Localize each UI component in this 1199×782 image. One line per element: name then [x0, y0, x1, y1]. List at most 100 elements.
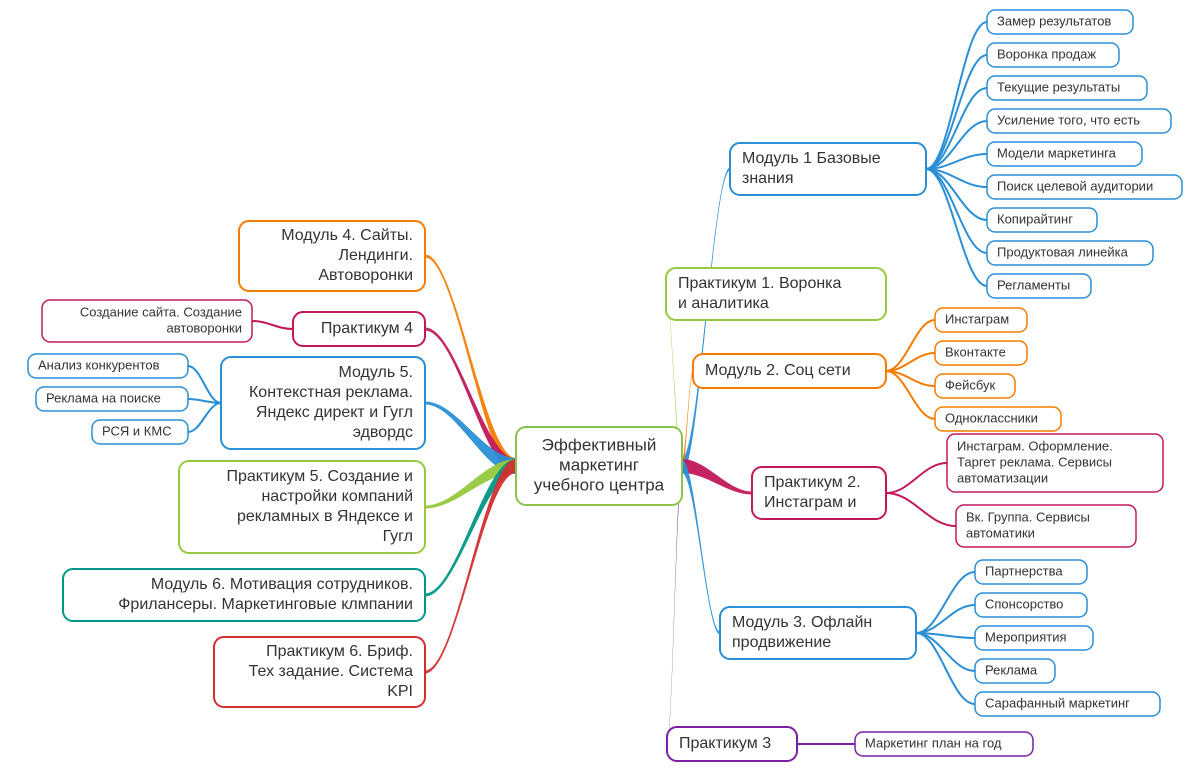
leaf-label: Воронка продаж — [997, 46, 1096, 61]
leaf-label: Анализ конкурентов — [38, 357, 160, 372]
leaf-node-m5-2[interactable]: РСЯ и КМС — [92, 420, 188, 444]
leaf-label: Инстаграм — [945, 311, 1009, 326]
branch-node-p4[interactable]: Практикум 4 — [293, 312, 425, 346]
edge-p2-leaf-1 — [886, 493, 956, 526]
leaf-label: Одноклассники — [945, 410, 1038, 425]
leaf-label: автоворонки — [167, 320, 242, 335]
center-label: маркетинг — [559, 455, 639, 474]
leaf-label: РСЯ и КМС — [102, 423, 172, 438]
branch-node-m3[interactable]: Модуль 3. Офлайн продвижение — [720, 607, 916, 659]
edge-m4 — [425, 255, 516, 475]
leaf-node-m1-1[interactable]: Воронка продаж — [987, 43, 1119, 67]
branch-node-p2[interactable]: Практикум 2. Инстаграм и — [752, 467, 886, 519]
leaf-label: Мероприятия — [985, 629, 1067, 644]
branch-label: настройки компаний — [261, 488, 413, 505]
leaf-label: Замер результатов — [997, 13, 1111, 28]
branch-node-p6[interactable]: Практикум 6. Бриф.Тех задание. СистемаKP… — [214, 637, 425, 707]
edge-p6 — [425, 459, 516, 674]
leaf-node-p3-0[interactable]: Маркетинг план на год — [855, 732, 1033, 756]
branch-label: KPI — [387, 683, 413, 700]
branch-node-m4[interactable]: Модуль 4. Сайты. Лендинги. Автоворонки — [239, 221, 425, 291]
leaf-node-m1-4[interactable]: Модели маркетинга — [987, 142, 1142, 166]
branch-node-m6[interactable]: Модуль 6. Мотивация сотрудников.Фрилансе… — [63, 569, 425, 621]
branch-label: Практикум 4 — [321, 320, 413, 337]
leaf-node-m2-2[interactable]: Фейсбук — [935, 374, 1015, 398]
leaf-label: Партнерства — [985, 563, 1063, 578]
branch-label: продвижение — [732, 634, 831, 651]
edge-m1-leaf-7 — [926, 169, 987, 253]
edge-m3-leaf-0 — [916, 572, 975, 633]
leaf-label: Фейсбук — [945, 377, 996, 392]
leaf-node-m5-1[interactable]: Реклама на поиске — [36, 387, 188, 411]
branch-label: Модуль 1 Базовые — [742, 150, 881, 167]
leaf-node-m2-1[interactable]: Вконтакте — [935, 341, 1027, 365]
branch-node-m1[interactable]: Модуль 1 Базовыезнания — [730, 143, 926, 195]
edge-m5-leaf-2 — [188, 403, 221, 432]
edge-m3 — [682, 459, 720, 635]
branch-label: Тех задание. Система — [249, 663, 413, 680]
leaf-node-m1-5[interactable]: Поиск целевой аудитории — [987, 175, 1182, 199]
leaf-label: Вк. Группа. Сервисы — [966, 509, 1090, 524]
branch-label: и аналитика — [678, 295, 769, 312]
leaf-node-m3-1[interactable]: Спонсорство — [975, 593, 1087, 617]
leaf-label: Продуктовая линейка — [997, 244, 1129, 259]
leaf-label: Регламенты — [997, 277, 1070, 292]
leaf-node-m3-0[interactable]: Партнерства — [975, 560, 1087, 584]
branch-label: Практикум 2. — [764, 474, 861, 491]
leaf-label: Реклама — [985, 662, 1038, 677]
leaf-node-p2-0[interactable]: Инстаграм. Оформление.Таргет реклама. Се… — [947, 434, 1163, 492]
branch-label: Практикум 1. Воронка — [678, 275, 842, 292]
branch-label: Модуль 2. Соц сети — [705, 362, 851, 379]
branch-label: рекламных в Яндексе и — [237, 508, 413, 525]
branch-node-p3[interactable]: Практикум 3 — [667, 727, 797, 761]
edge-m5-leaf-0 — [188, 366, 221, 403]
leaf-label: автоматизации — [957, 470, 1048, 485]
leaf-node-m3-3[interactable]: Реклама — [975, 659, 1055, 683]
leaf-node-m1-8[interactable]: Регламенты — [987, 274, 1091, 298]
branch-label: Инстаграм и — [764, 494, 856, 511]
edge-p2-leaf-0 — [886, 463, 947, 493]
leaf-label: Маркетинг план на год — [865, 735, 1002, 750]
leaf-node-m1-6[interactable]: Копирайтинг — [987, 208, 1097, 232]
branch-label: Яндекс директ и Гугл — [256, 404, 413, 421]
branch-label: Модуль 3. Офлайн — [732, 614, 872, 631]
leaf-label: Реклама на поиске — [46, 390, 161, 405]
leaf-label: Инстаграм. Оформление. — [957, 438, 1113, 453]
branch-node-m2[interactable]: Модуль 2. Соц сети — [693, 354, 886, 388]
branch-label: Автоворонки — [318, 267, 413, 284]
branch-label: Гугл — [383, 528, 413, 545]
branch-label: Практикум 5. Создание и — [226, 468, 413, 485]
leaf-label: Таргет реклама. Сервисы — [957, 454, 1112, 469]
center-node[interactable]: Эффективныймаркетингучебного центра — [516, 427, 682, 505]
branch-node-p5[interactable]: Практикум 5. Создание и настройки компани… — [179, 461, 425, 553]
leaf-node-m3-2[interactable]: Мероприятия — [975, 626, 1093, 650]
leaf-node-m2-3[interactable]: Одноклассники — [935, 407, 1061, 431]
leaf-label: Поиск целевой аудитории — [997, 178, 1153, 193]
branch-label: Модуль 4. Сайты. — [281, 227, 413, 244]
leaf-node-m2-0[interactable]: Инстаграм — [935, 308, 1027, 332]
leaf-label: Усиление того, что есть — [997, 112, 1140, 127]
center-label: учебного центра — [534, 475, 665, 494]
branch-node-p1[interactable]: Практикум 1. Воронка и аналитика — [666, 268, 886, 320]
leaf-node-p4-0[interactable]: Создание сайта. Созданиеавтоворонки — [42, 300, 252, 342]
leaf-label: Модели маркетинга — [997, 145, 1117, 160]
leaf-label: Копирайтинг — [997, 211, 1073, 226]
edge-m2-leaf-0 — [886, 320, 935, 371]
leaf-node-m1-3[interactable]: Усиление того, что есть — [987, 109, 1171, 133]
branch-label: Контекстная реклама. — [249, 384, 413, 401]
leaf-label: Вконтакте — [945, 344, 1006, 359]
branch-label: Фрилансеры. Маркетинговые клмпании — [118, 596, 413, 613]
leaf-node-m1-7[interactable]: Продуктовая линейка — [987, 241, 1153, 265]
leaf-node-m1-2[interactable]: Текущие результаты — [987, 76, 1147, 100]
leaf-label: Создание сайта. Создание — [80, 304, 242, 319]
branch-label: Модуль 5. — [339, 364, 414, 381]
leaf-node-m1-0[interactable]: Замер результатов — [987, 10, 1133, 34]
leaf-node-m5-0[interactable]: Анализ конкурентов — [28, 354, 188, 378]
branch-label: эдвордс — [353, 424, 413, 441]
leaf-node-m3-4[interactable]: Сарафанный маркетинг — [975, 692, 1160, 716]
branch-label: Лендинги. — [338, 247, 413, 264]
branch-node-m5[interactable]: Модуль 5. Контекстная реклама. Яндекс дире… — [221, 357, 425, 449]
branch-label: Практикум 3 — [679, 735, 771, 752]
leaf-label: Спонсорство — [985, 596, 1063, 611]
leaf-node-p2-1[interactable]: Вк. Группа. Сервисыавтоматики — [956, 505, 1136, 547]
